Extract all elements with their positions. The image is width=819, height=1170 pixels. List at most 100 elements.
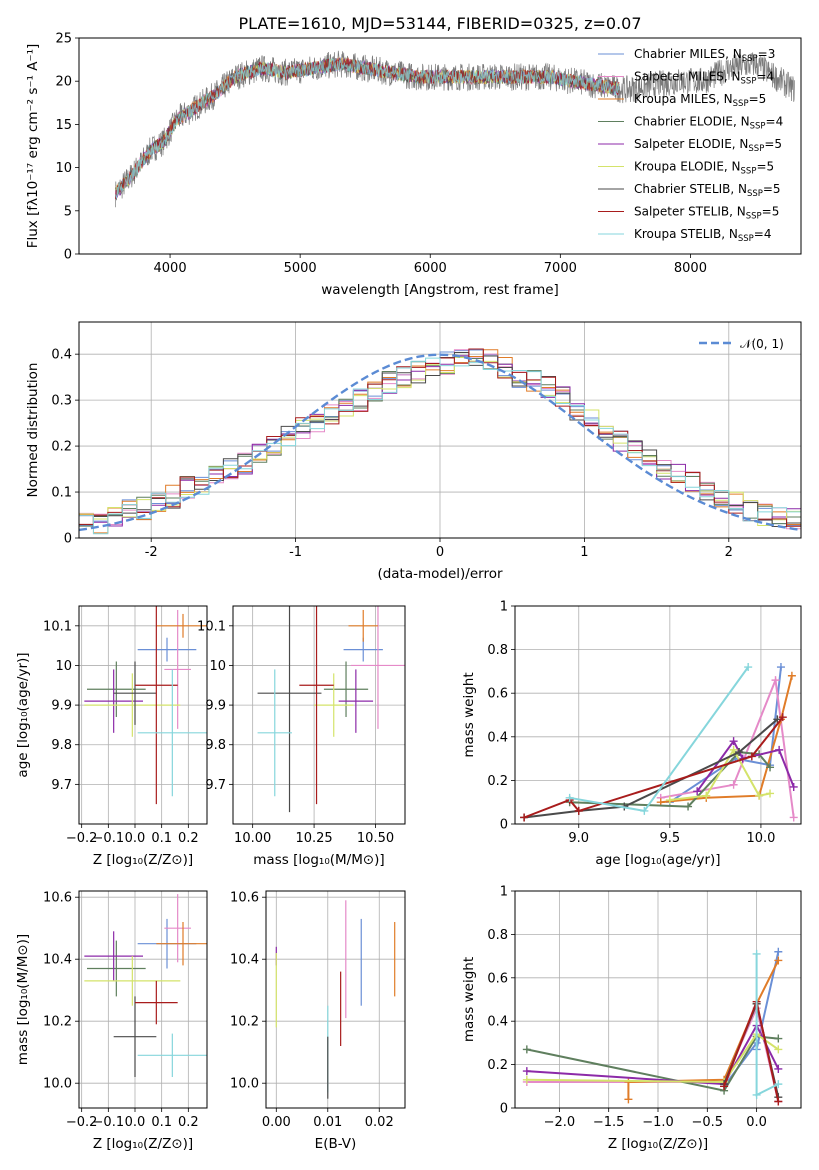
chart-age-vs-mass: 10.00 10.25 10.50 9.7 9.8 9.9 10 10.1 mass [log₁…	[197, 605, 406, 868]
weight-marker	[522, 1067, 531, 1076]
weight-marker	[565, 793, 574, 802]
x-axis-label: Z [log₁₀(Z/Z⊙)]	[93, 1136, 193, 1152]
weight-marker	[752, 1090, 761, 1099]
weight-marker	[522, 1075, 531, 1084]
y-tick-label: 10.2	[230, 1015, 259, 1030]
axes-frame	[78, 321, 802, 539]
axes-frame	[232, 605, 406, 825]
legend-sub: SSP	[746, 212, 762, 222]
legend-sub: SSP	[738, 234, 754, 244]
x-tick-label: −2.0	[544, 1115, 576, 1130]
y-tick-label: 0.8	[487, 928, 508, 943]
x-tick-label: 9.0	[568, 831, 589, 846]
legend-sub: SSP	[747, 189, 763, 199]
y-tick-label: 9.7	[51, 778, 72, 793]
legend-entry: Salpeter STELIB, NSSP=5	[634, 205, 779, 222]
x-axis-label: wavelength [Angstrom, rest frame]	[321, 282, 559, 298]
legend-sub: SSP	[733, 99, 749, 109]
x-tick-label: -2	[145, 545, 158, 560]
weight-line-5	[526, 1032, 779, 1084]
legend-name: Salpeter STELIB, N	[634, 205, 746, 219]
legend-sub: SSP	[742, 54, 758, 64]
weight-marker	[735, 748, 744, 757]
y-tick-label: 0.8	[487, 643, 508, 658]
legend-sub: SSP	[741, 167, 757, 177]
weight-marker	[702, 791, 711, 800]
legend-name: Chabrier MILES, N	[634, 47, 742, 61]
weight-marker	[640, 806, 649, 815]
chart-spectrum: 4000 5000 6000 7000 8000 0 5 10 15 20 25 wavelength…	[25, 14, 802, 298]
plot-area	[84, 606, 207, 805]
weight-marker	[776, 663, 785, 672]
y-tick-label: 0	[500, 1102, 508, 1117]
x-tick-label: 10.00	[234, 831, 271, 846]
y-tick-label: 0.2	[487, 774, 508, 789]
y-tick-label: 0.2	[51, 440, 72, 455]
chart-title: PLATE=1610, MJD=53144, FIBERID=0325, z=0…	[238, 14, 641, 33]
weight-marker	[720, 1082, 729, 1091]
y-tick-label: 25	[55, 32, 72, 47]
weight-marker	[778, 713, 787, 722]
y-tick-label: 9.8	[51, 738, 72, 753]
y-tick-label: 9.9	[205, 699, 226, 714]
x-tick-label: −1.0	[642, 1115, 674, 1130]
plot-area	[79, 348, 801, 538]
x-tick-label: 1	[580, 545, 588, 560]
chart-mass-vs-Z: −0.2−0.1 0.0 0.1 0.2 10.0 10.2 10.4 10.6 Z [log₁…	[15, 890, 208, 1152]
y-tick-label: 10.1	[197, 619, 226, 634]
y-tick-label: 0.1	[51, 486, 72, 501]
x-tick-label: −0.2	[66, 831, 98, 846]
weight-marker	[774, 947, 783, 956]
x-tick-label: 0.0	[746, 1115, 767, 1130]
x-tick-label: 9.5	[659, 831, 680, 846]
observed-spectrum-line	[115, 50, 795, 208]
chart-weight-vs-age: 9.0 9.5 10.0 0 0.2 0.4 0.6 0.8 1 age [log₁₀(age/y…	[461, 600, 802, 868]
x-tick-label: −0.2	[66, 1115, 98, 1130]
legend-name: Kroupa STELIB, N	[634, 227, 738, 241]
y-axis-label: mass weight	[461, 957, 477, 1042]
legend-suffix: =4	[766, 115, 784, 129]
y-tick-label: 10.2	[43, 1015, 72, 1030]
x-tick-label: 10.25	[295, 831, 332, 846]
legend-entry: Salpeter ELODIE, NSSP=5	[634, 137, 782, 154]
weight-marker	[775, 745, 784, 754]
y-tick-label: 10.0	[43, 1077, 72, 1092]
y-tick-label: 10.4	[43, 953, 72, 968]
x-tick-label: 7000	[544, 261, 577, 276]
y-tick-label: 9.7	[205, 778, 226, 793]
legend-suffix: =5	[762, 205, 780, 219]
axes-frame	[78, 605, 208, 825]
weight-marker	[574, 806, 583, 815]
weight-marker	[774, 1064, 783, 1073]
legend-entry: Chabrier STELIB, NSSP=5	[634, 182, 781, 199]
weight-marker	[729, 737, 738, 746]
y-axis-label: Normed distribution	[25, 363, 41, 498]
y-tick-label: 10	[209, 659, 226, 674]
weight-marker	[774, 1034, 783, 1043]
legend-entry: Chabrier MILES, NSSP=3	[634, 47, 775, 64]
y-tick-label: 5	[64, 204, 72, 219]
x-axis-label: mass [log₁₀(M/M⊙)]	[253, 852, 384, 868]
legend-entry: Kroupa STELIB, NSSP=4	[634, 227, 772, 244]
weight-marker	[729, 745, 738, 754]
weight-marker	[774, 956, 783, 965]
x-tick-label: 0	[436, 545, 444, 560]
x-tick-label: −1.5	[593, 1115, 625, 1130]
weight-marker	[766, 763, 775, 772]
plot-area	[114, 50, 795, 208]
legend-suffix: =5	[764, 137, 782, 151]
weight-marker	[744, 663, 753, 672]
y-tick-label: 10.4	[230, 953, 259, 968]
weight-marker	[693, 787, 702, 796]
gaussian-curve	[79, 353, 801, 532]
legend-sub: SSP	[741, 77, 757, 87]
y-tick-label: 9.9	[51, 699, 72, 714]
legend-entry: Kroupa MILES, NSSP=5	[634, 92, 766, 109]
legend-name: Kroupa ELODIE, N	[634, 160, 741, 174]
plot-area	[520, 663, 798, 822]
weight-marker	[752, 949, 761, 958]
legend-suffix: =4	[756, 70, 774, 84]
y-tick-label: 0.2	[487, 1058, 508, 1073]
y-tick-label: 0.6	[487, 687, 508, 702]
